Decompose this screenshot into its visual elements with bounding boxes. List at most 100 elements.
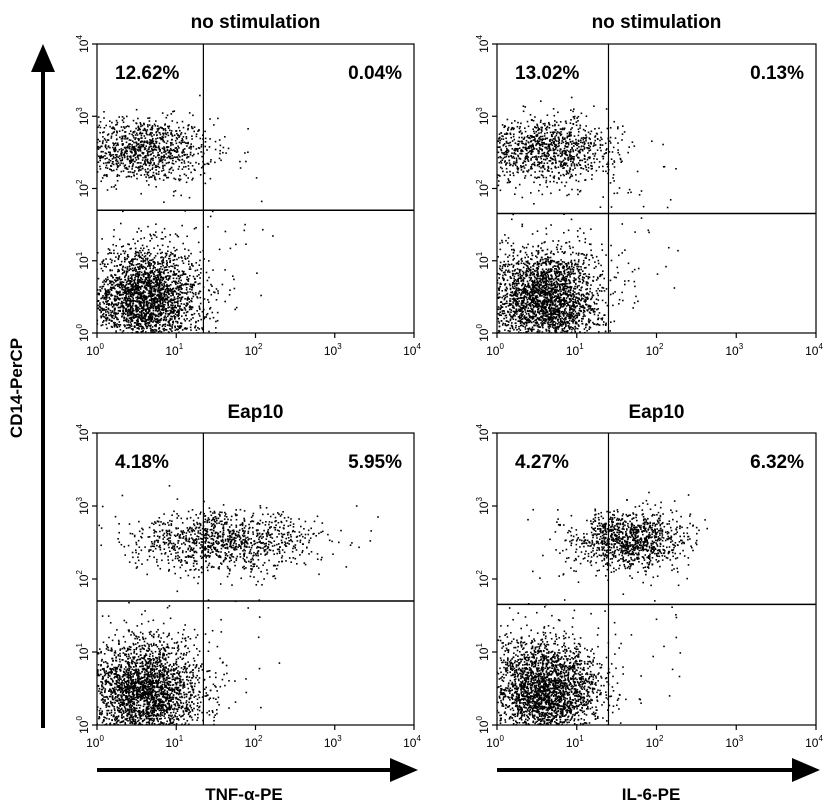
event-dot: [169, 129, 171, 132]
event-dot: [162, 129, 165, 131]
event-dot: [136, 322, 138, 324]
event-dot: [149, 358, 151, 360]
event-dot: [224, 230, 227, 233]
event-dot: [66, 156, 68, 158]
event-dot: [177, 313, 180, 316]
event-dot: [178, 331, 180, 333]
event-dot: [163, 298, 166, 301]
event-dot: [104, 295, 107, 297]
event-dot: [499, 146, 501, 148]
event-dot: [531, 144, 534, 147]
event-dot: [548, 170, 550, 172]
event-dot: [135, 275, 137, 277]
event-dot: [173, 296, 176, 298]
event-dot: [88, 324, 90, 326]
event-dot: [121, 119, 124, 121]
event-dot: [158, 154, 161, 156]
event-dot: [120, 350, 122, 352]
event-dot: [528, 169, 530, 171]
event-dot: [162, 328, 164, 330]
event-dot: [146, 142, 149, 144]
event-dot: [140, 265, 143, 268]
event-dot: [99, 303, 101, 306]
event-dot: [134, 247, 137, 250]
event-dot: [139, 353, 141, 355]
event-dot: [85, 146, 87, 148]
event-dot: [146, 150, 148, 152]
event-dot: [498, 133, 501, 135]
event-dot: [161, 292, 163, 294]
event-dot: [125, 345, 127, 347]
event-dot: [155, 142, 158, 144]
event-dot: [131, 168, 133, 170]
event-dot: [537, 140, 540, 143]
event-dot: [541, 135, 544, 138]
event-dot: [186, 156, 189, 158]
event-dot: [131, 152, 133, 154]
event-dot: [158, 357, 160, 359]
event-dot: [144, 308, 146, 311]
event-dot: [129, 280, 132, 282]
event-dot: [110, 135, 113, 138]
event-dot: [163, 149, 166, 152]
event-dot: [122, 357, 124, 359]
event-dot: [125, 126, 127, 128]
event-dot: [134, 300, 136, 302]
event-dot: [208, 330, 210, 333]
event-dot: [148, 309, 150, 311]
event-dot: [113, 252, 115, 255]
event-dot: [178, 147, 180, 149]
event-dot: [158, 145, 160, 147]
event-dot: [151, 157, 153, 160]
event-dot: [128, 303, 130, 306]
event-dot: [121, 349, 123, 351]
event-dot: [136, 258, 139, 261]
event-dot: [160, 238, 163, 240]
event-dot: [185, 181, 188, 184]
event-dot: [129, 305, 132, 307]
event-dot: [136, 286, 139, 288]
event-dot: [129, 281, 132, 284]
event-dot: [134, 147, 136, 150]
event-dot: [187, 127, 189, 130]
event-dot: [63, 145, 65, 147]
event-dot: [478, 169, 480, 171]
event-dot: [88, 359, 90, 361]
event-dot: [129, 130, 132, 132]
event-dot: [137, 158, 140, 160]
event-dot: [161, 303, 164, 305]
event-dot: [179, 276, 182, 279]
event-dot: [118, 148, 121, 151]
event-dot: [148, 262, 151, 264]
event-dot: [538, 163, 541, 165]
event-dot: [166, 269, 169, 271]
event-dot: [140, 143, 142, 146]
event-dot: [156, 294, 158, 297]
event-dot: [133, 358, 135, 360]
event-dot: [574, 143, 577, 145]
event-dot: [497, 151, 500, 154]
event-dot: [174, 304, 176, 307]
event-dot: [154, 280, 157, 283]
event-dot: [503, 143, 506, 145]
event-dot: [155, 300, 157, 303]
event-dot: [569, 149, 572, 151]
event-dot: [125, 302, 127, 305]
event-dot: [244, 152, 246, 154]
event-dot: [104, 144, 107, 146]
event-dot: [48, 131, 50, 133]
event-dot: [465, 171, 467, 173]
event-dot: [538, 189, 540, 192]
event-dot: [97, 304, 99, 307]
event-dot: [185, 137, 188, 140]
event-dot: [207, 299, 209, 301]
event-dot: [155, 345, 157, 347]
event-dot: [90, 141, 92, 143]
event-dot: [128, 125, 130, 128]
event-dot: [537, 126, 539, 129]
event-dot: [198, 315, 201, 317]
event-dot: [209, 215, 212, 218]
event-dot: [163, 280, 166, 283]
event-dot: [577, 156, 579, 159]
event-dot: [501, 135, 503, 137]
